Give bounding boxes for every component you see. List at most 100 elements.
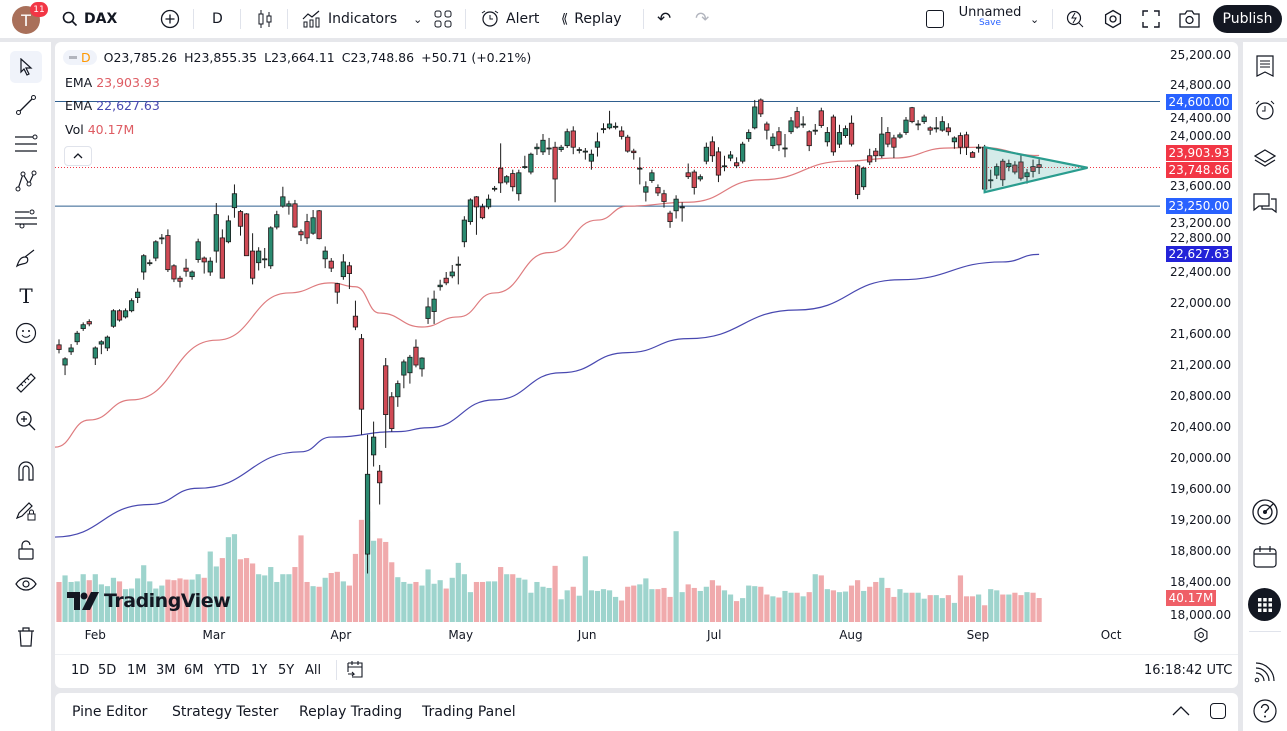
fib-tool[interactable]	[10, 128, 42, 160]
candle-body	[534, 146, 540, 150]
range-1y[interactable]: 1Y	[251, 663, 268, 678]
save-link[interactable]: Save	[978, 18, 1002, 28]
candle	[794, 106, 800, 129]
range-5y[interactable]: 5Y	[278, 663, 295, 678]
brush-tool[interactable]	[10, 243, 42, 275]
volume-bar	[782, 590, 788, 622]
range-1d[interactable]: 1D	[71, 663, 90, 678]
candle	[104, 335, 110, 352]
candle-body	[98, 341, 104, 345]
candle	[1006, 159, 1012, 172]
candle-body	[643, 186, 649, 193]
chart-type-button[interactable]	[256, 0, 274, 38]
candle-body	[256, 250, 262, 264]
lock-drawings-tool[interactable]	[10, 495, 42, 527]
candle	[522, 155, 528, 169]
maximize-panel-icon[interactable]	[1210, 703, 1226, 719]
tab-trading-panel[interactable]: Trading Panel	[422, 704, 516, 720]
volume-bar	[449, 577, 455, 622]
candle	[697, 174, 703, 182]
symbol-search[interactable]: DAX	[62, 0, 117, 38]
emoji-tool[interactable]	[10, 317, 42, 349]
candle	[848, 115, 855, 147]
tab-strategy-tester[interactable]: Strategy Tester	[172, 704, 279, 720]
pattern-tool[interactable]	[10, 165, 42, 197]
compare-button[interactable]	[160, 0, 180, 38]
alarm-clock-icon	[481, 10, 499, 27]
clock-timezone[interactable]: 16:18:42 UTC	[1144, 663, 1233, 678]
calendar-button[interactable]	[1249, 541, 1281, 573]
indicators-button[interactable]: Indicators ⌄	[302, 0, 422, 38]
chevron-down-icon[interactable]: ⌄	[413, 12, 423, 26]
axis-settings-button[interactable]	[1193, 627, 1209, 647]
cursor-tool[interactable]	[10, 51, 42, 83]
candle-body	[927, 127, 933, 131]
connection-status-button[interactable]	[1249, 656, 1281, 688]
tab-replay-trading[interactable]: Replay Trading	[299, 704, 403, 720]
ema-fast-legend[interactable]: EMA 23,903.93	[65, 75, 160, 90]
measure-tool[interactable]	[10, 367, 42, 399]
candle-body	[582, 150, 588, 153]
settings-button[interactable]	[1103, 0, 1123, 38]
legend-open: O23,785.26	[103, 50, 178, 65]
range-3m[interactable]: 3M	[156, 663, 176, 678]
publish-button[interactable]: Publish	[1213, 5, 1282, 33]
collapse-legend-button[interactable]	[64, 146, 92, 166]
candle	[734, 157, 740, 169]
forecast-tool[interactable]	[10, 203, 42, 235]
hide-drawings-tool[interactable]	[10, 568, 42, 600]
range-6m[interactable]: 6M	[184, 663, 204, 678]
range-all[interactable]: All	[305, 663, 322, 678]
range-5d[interactable]: 5D	[98, 663, 117, 678]
ema-slow-legend[interactable]: EMA 22,627.63	[65, 98, 160, 113]
fullscreen-button[interactable]	[1142, 0, 1160, 38]
products-button[interactable]	[1248, 588, 1281, 621]
screenshot-button[interactable]	[1179, 0, 1200, 38]
candle	[364, 434, 371, 574]
interval-pill[interactable]: D	[63, 50, 97, 65]
candle-body	[691, 171, 697, 188]
object-tree-button[interactable]	[1249, 142, 1281, 174]
tradingview-logo[interactable]: TradingView	[67, 590, 231, 612]
price-chart[interactable]	[55, 42, 1238, 625]
candle	[437, 279, 443, 291]
go-to-date-button[interactable]	[346, 660, 364, 682]
volume-bar	[304, 581, 310, 622]
volume-bar	[310, 586, 316, 622]
candle	[449, 265, 455, 279]
ideas-button[interactable]	[1249, 496, 1281, 528]
candle	[225, 215, 231, 244]
volume-legend[interactable]: Vol 40.17M	[65, 122, 134, 137]
range-1m[interactable]: 1M	[127, 663, 147, 678]
magnet-tool[interactable]	[10, 455, 42, 487]
range-ytd[interactable]: YTD	[214, 663, 240, 678]
templates-button[interactable]	[434, 0, 452, 38]
zoom-tool[interactable]	[10, 405, 42, 437]
candle	[304, 213, 310, 245]
remove-drawings-tool[interactable]	[10, 621, 42, 653]
undo-button[interactable]: ↶	[657, 0, 671, 38]
layout-menu-chevron-icon[interactable]: ⌄	[1030, 12, 1040, 26]
replay-button[interactable]: ⟪ Replay	[561, 0, 622, 38]
candle-body	[443, 277, 449, 284]
tab-pine-editor[interactable]: Pine Editor	[72, 704, 148, 720]
volume-bar	[177, 578, 183, 622]
quick-search-button[interactable]	[1065, 0, 1085, 38]
layout-square-icon[interactable]	[926, 10, 944, 28]
chats-button[interactable]	[1249, 188, 1281, 220]
volume-bar	[988, 589, 994, 622]
watchlist-button[interactable]	[1249, 50, 1281, 82]
help-button[interactable]	[1249, 695, 1281, 727]
unlock-tool[interactable]	[10, 534, 42, 566]
alerts-button[interactable]	[1249, 94, 1281, 126]
text-tool[interactable]: T	[10, 280, 42, 312]
alert-button[interactable]: Alert	[480, 0, 539, 38]
volume-bar	[528, 592, 534, 622]
candle-body	[310, 217, 316, 234]
trend-line-tool[interactable]	[10, 89, 42, 121]
layout-name-button[interactable]: Unnamed Save	[955, 5, 1025, 28]
interval-button[interactable]: D	[212, 11, 223, 27]
rewind-icon: ⟪	[561, 11, 569, 27]
redo-button[interactable]: ↷	[695, 0, 709, 38]
expand-panel-button[interactable]	[1172, 705, 1190, 720]
